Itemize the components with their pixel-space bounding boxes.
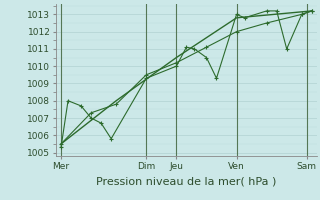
- X-axis label: Pression niveau de la mer( hPa ): Pression niveau de la mer( hPa ): [96, 176, 276, 186]
